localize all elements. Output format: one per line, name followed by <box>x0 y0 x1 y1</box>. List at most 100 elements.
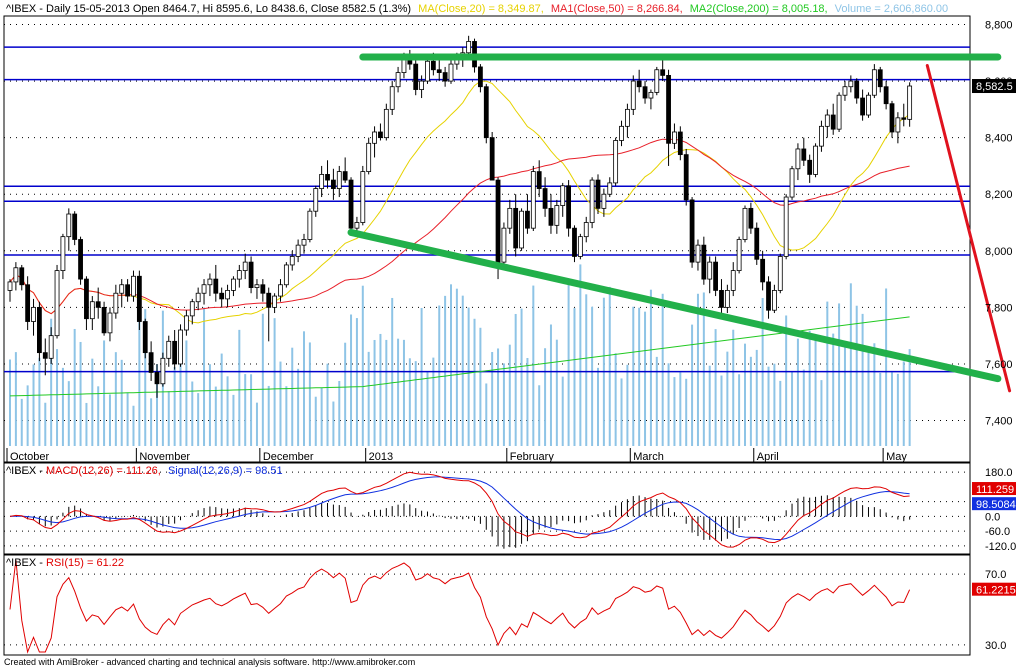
volume-bar <box>426 372 429 446</box>
volume-bar <box>138 312 141 446</box>
volume-bar <box>20 398 23 446</box>
volume-bar <box>549 324 552 446</box>
volume-bar <box>38 357 41 446</box>
signal-tag-bg <box>972 497 1016 511</box>
candle-body-up <box>577 236 583 257</box>
candle-body-up <box>272 295 278 308</box>
volume-bar <box>350 314 353 446</box>
volume-bar <box>685 378 688 446</box>
candle-body-up <box>519 210 524 249</box>
volume-bar <box>32 364 35 446</box>
macd-header: ^IBEX - MACD(12,26) = 111.26, Signal(12,… <box>6 465 283 477</box>
candle-body-up <box>648 91 654 99</box>
volume-bar <box>91 358 94 446</box>
volume-bar <box>120 359 123 446</box>
month-label: March <box>633 451 664 463</box>
volume-bar <box>402 339 405 446</box>
month-labels: October November December 2013 February March… <box>10 451 907 463</box>
macd-lines <box>9 471 910 548</box>
candle-body-down <box>84 278 89 320</box>
trendlines <box>347 53 1012 393</box>
candle-body-down <box>330 179 336 189</box>
volume-bar <box>114 352 117 446</box>
volume-bar <box>791 371 794 446</box>
rsi-title-prefix: ^IBEX - <box>6 557 46 569</box>
volume-bar <box>473 318 476 446</box>
month-label: 2013 <box>369 451 393 463</box>
moving-averages <box>9 80 910 397</box>
candle-body-up <box>289 256 295 266</box>
volume-bar <box>85 402 88 446</box>
candle-body-up <box>448 63 454 82</box>
price-axis: 8,8008,6008,4008,2008,0007,8007,6007,400… <box>972 19 1016 428</box>
header-ma20: MA(Close,20) = 8,349.87, <box>418 3 544 15</box>
volume-bar <box>902 361 905 446</box>
volume-bar <box>702 292 705 446</box>
candle-body-down <box>760 258 766 283</box>
volume-bar <box>749 356 752 446</box>
candle-body-up <box>225 290 230 300</box>
price-tick-label: 8,200 <box>985 189 1013 201</box>
volume-bar <box>108 394 111 446</box>
volume-bar <box>332 401 335 446</box>
volume-bar <box>767 366 770 446</box>
candle-body-down <box>489 137 495 181</box>
candle-body-up <box>307 210 313 240</box>
candle-body-up <box>7 281 13 291</box>
volume-bar <box>708 365 711 446</box>
candle-body-down <box>830 114 836 130</box>
rsi-value-tag: 61.2215 <box>976 585 1016 597</box>
volume-bar <box>208 364 211 446</box>
candle-body-up <box>383 108 389 139</box>
rsi-tick-label: 30.0 <box>985 640 1006 652</box>
volume-bar <box>755 349 758 446</box>
volume-bar <box>191 381 194 446</box>
candle-body-down <box>78 239 83 280</box>
candle-body-up <box>48 335 54 359</box>
volume-bar <box>661 293 664 446</box>
candle-body-up <box>131 275 136 297</box>
volume-bar <box>232 394 235 446</box>
candle-body-up <box>630 80 636 110</box>
candle-body-down <box>566 185 571 229</box>
volume-bar <box>796 338 799 446</box>
candle-body-up <box>89 301 95 320</box>
candle-body-down <box>477 66 483 88</box>
volume-bar <box>214 386 217 446</box>
month-label: April <box>757 451 779 463</box>
candle-body-up <box>554 205 560 226</box>
header-ma50: MA1(Close,50) = 8,266.84, <box>551 3 683 15</box>
candle-body-down <box>37 306 42 354</box>
candle-body-up <box>795 148 801 170</box>
candle-body-down <box>801 148 807 161</box>
volume-bar <box>520 308 523 446</box>
candle-body-up <box>895 117 901 133</box>
candle-body-down <box>142 321 148 354</box>
candle-body-up <box>789 168 795 198</box>
candle-body-down <box>901 117 907 120</box>
candle-body-down <box>172 340 178 365</box>
candle-body-up <box>372 131 377 144</box>
volume-bar <box>355 318 358 446</box>
signal-value-tag: 98.5084 <box>976 499 1016 511</box>
macd-value-tag: 111.259 <box>976 484 1014 496</box>
candle-body-up <box>183 315 189 331</box>
volume-bar <box>514 313 517 446</box>
volume-bar <box>861 313 864 446</box>
last-close-tag: 8,582.5 <box>976 81 1013 93</box>
candle-body-down <box>154 372 160 385</box>
volume-bar <box>144 309 147 446</box>
volume-bar <box>485 383 488 446</box>
candle-body-down <box>442 72 448 82</box>
candle-body-up <box>866 94 871 116</box>
candle-body-down <box>860 97 865 116</box>
volume-bar <box>179 353 182 446</box>
candle-body-down <box>213 278 219 294</box>
price-tick-label: 7,400 <box>985 416 1013 428</box>
volume-bar <box>555 339 558 446</box>
price-tick-label: 8,800 <box>985 19 1013 31</box>
candle-body-up <box>166 340 172 359</box>
rsi-line <box>9 559 911 654</box>
volume-bar <box>303 331 305 446</box>
volume-bar <box>632 306 635 446</box>
